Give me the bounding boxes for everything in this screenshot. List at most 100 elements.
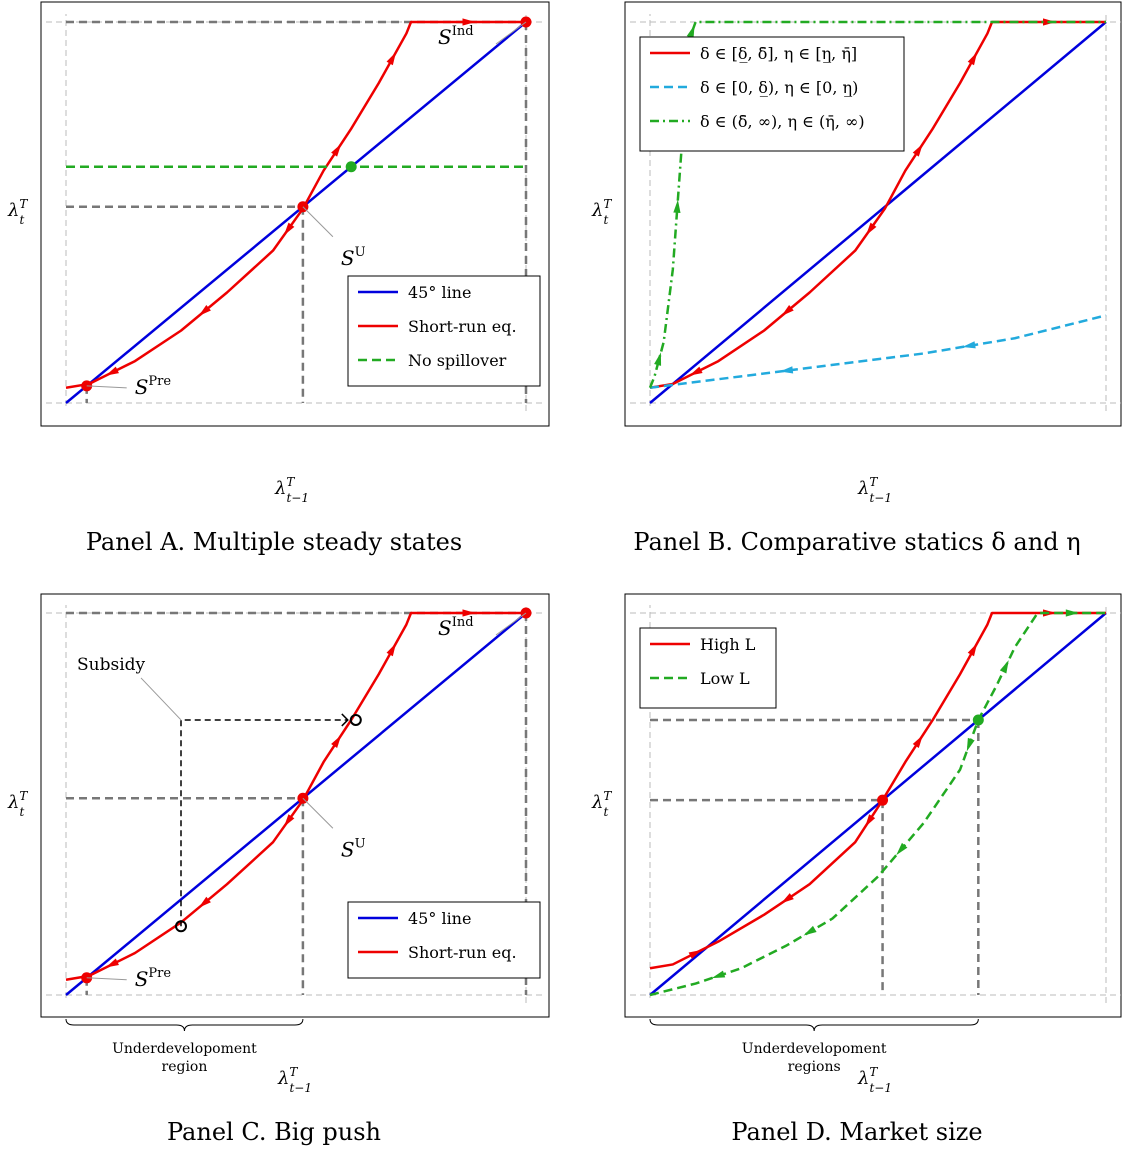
legend-box (639, 36, 905, 152)
series-arrow (105, 366, 119, 376)
subsidy-start-marker (175, 920, 187, 933)
legend-label: Short-run eq. (408, 943, 517, 962)
legend-label: Low L (700, 669, 750, 688)
panel-d: λT t λT t−1 Panel D. Market size High L Low… (591, 593, 1122, 1146)
series-arrow (966, 737, 975, 752)
series-arrow (686, 24, 695, 39)
series-arrow (198, 896, 211, 908)
series-arrow (1043, 609, 1056, 617)
steady-state-label: SPre (135, 966, 172, 991)
panel-d-xlabel: λT t−1 (857, 1065, 892, 1095)
series-arrow (386, 643, 397, 657)
series-arrow (967, 52, 978, 66)
brace-label: Underdevelopoment (112, 1041, 257, 1057)
series-arrow (198, 304, 211, 317)
panel-b: λT t λT t−1 Panel B. Comparative statics δ… (591, 1, 1122, 556)
series-arrow (803, 925, 817, 936)
underdevelopment-brace (649, 1018, 979, 1032)
steady-state-leader (86, 977, 127, 981)
series-arrow (865, 222, 877, 236)
series-arrow (962, 341, 976, 349)
legend-label: δ ∈ [δ̲, δ̄], η ∈ [η̲, η̄] (700, 44, 857, 63)
subsidy-end-marker (349, 713, 362, 726)
series-arrow (688, 949, 702, 959)
steady-state-label: SInd (438, 615, 474, 640)
legend-label: High L (700, 635, 756, 654)
series-arrow (779, 366, 794, 374)
series-line (649, 612, 1107, 996)
panel-a-caption: Panel A. Multiple steady states (86, 528, 462, 556)
series-arrow (673, 199, 681, 214)
legend-box (639, 627, 777, 709)
legend-box (347, 901, 541, 979)
subsidy-arrowhead (341, 713, 349, 727)
series-arrow (331, 735, 342, 748)
series-arrow (711, 970, 726, 979)
legend-label: Short-run eq. (408, 317, 517, 336)
panel-a-plot (46, 14, 546, 411)
subsidy-path (180, 719, 348, 927)
panel-a-ylabel: λT t (7, 197, 28, 227)
panel-c-ylabel: λT t (7, 789, 28, 819)
series-arrow (689, 366, 703, 376)
panel-c: λT t λT t−1 Panel C. Big push SPre SU SInd 45… (7, 593, 550, 1146)
series-line (65, 21, 527, 404)
panel-d-ylabel: λT t (591, 789, 612, 819)
underdevelopment-brace (65, 1018, 304, 1032)
panel-b-xlabel: λT t−1 (857, 475, 892, 505)
series-arrow (967, 643, 978, 657)
panel-b-plot (630, 14, 1121, 411)
series-line (649, 20, 1106, 389)
legend-label: 45° line (408, 909, 471, 928)
series-arrow (462, 18, 476, 26)
legend-label: 45° line (408, 283, 471, 302)
steady-state-label: SU (341, 836, 366, 861)
legend-label: No spillover (408, 351, 507, 370)
series-arrow (781, 304, 794, 317)
panel-b-caption: Panel B. Comparative statics δ and η (633, 528, 1080, 556)
panel-d-plot (630, 605, 1121, 1003)
series-arrow (283, 222, 295, 236)
series-arrow (462, 609, 476, 617)
brace-label: Underdevelopoment (742, 1041, 887, 1057)
series-arrow (912, 735, 923, 748)
steady-state-leader (302, 206, 334, 238)
steady-state-leader (495, 612, 527, 636)
panel-d-caption: Panel D. Market size (731, 1118, 982, 1146)
series-arrow (331, 143, 342, 157)
series-line (649, 21, 1107, 404)
series-line (649, 314, 1107, 390)
panel-a-frame (40, 1, 550, 427)
series-arrow (865, 814, 876, 828)
series-arrow (105, 958, 119, 968)
steady-state-leader (86, 385, 127, 389)
steady-state-label: SU (341, 245, 366, 270)
series-arrow (780, 893, 794, 904)
series-arrow (912, 143, 923, 157)
panel-b-ylabel: λT t (591, 197, 612, 227)
steady-state-leader (302, 797, 334, 829)
legend-label: δ ∈ (δ̄, ∞), η ∈ (η̄, ∞) (700, 112, 865, 131)
series-arrow (654, 352, 662, 366)
series-arrow (896, 842, 908, 856)
steady-state-label: SPre (135, 374, 172, 399)
steady-state-label: SInd (438, 24, 474, 49)
steady-state-leader (495, 21, 527, 45)
panel-a-xlabel: λT t−1 (274, 475, 309, 505)
subsidy-leader (140, 677, 182, 721)
series-arrow (283, 814, 295, 827)
subsidy-label: Subsidy (77, 655, 146, 675)
legend-box (347, 275, 541, 387)
series-arrow (1065, 609, 1079, 617)
panel-d-frame (624, 593, 1122, 1018)
steady-state-point (345, 161, 357, 173)
panel-a: λT t λT t−1 Panel A. Multiple steady state… (7, 1, 550, 556)
panel-c-frame (40, 593, 550, 1018)
panel-c-xlabel: λT t−1 (277, 1065, 312, 1095)
brace-label: regions (788, 1059, 841, 1075)
brace-label: region (162, 1059, 208, 1075)
steady-state-point (972, 714, 984, 726)
legend-label: δ ∈ [0, δ̲), η ∈ [0, η̲) (700, 78, 858, 97)
panel-c-caption: Panel C. Big push (167, 1118, 381, 1146)
